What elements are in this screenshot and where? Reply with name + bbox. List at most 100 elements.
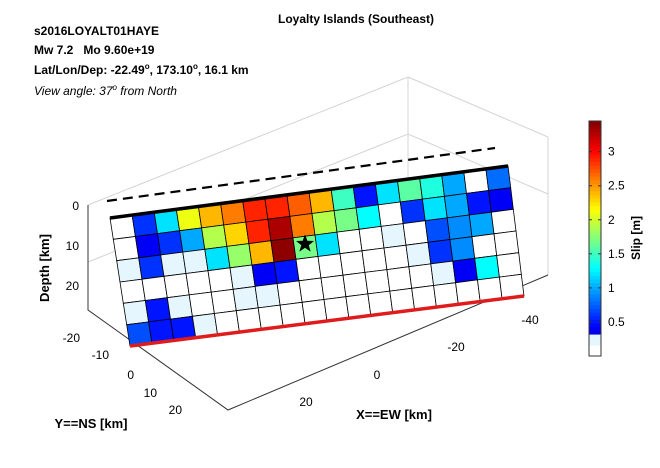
x-tick-label: -40	[521, 313, 539, 327]
loc-lat: Lat/Lon/Dep: -22.49	[34, 63, 145, 77]
mo-value: Mo 9.60e+19	[83, 43, 155, 57]
slip-cell	[452, 257, 478, 284]
z-tick-label: 0	[72, 199, 79, 213]
slip-cell	[157, 230, 184, 256]
event-id: s2016LOYALT01HAYE	[34, 24, 159, 38]
slip-cell	[496, 252, 522, 278]
colorbar-frame	[588, 120, 602, 357]
slip-cell	[138, 254, 165, 280]
slip-cell	[466, 190, 492, 216]
slip-cell	[116, 257, 143, 283]
slip-cell	[364, 269, 391, 295]
colorbar-tick-label: 0.5	[608, 315, 625, 329]
degree-sign: o	[112, 83, 117, 92]
slip-cell	[342, 271, 369, 298]
slip-cell	[449, 236, 476, 262]
slip-cell	[421, 195, 448, 222]
slip-cell	[245, 218, 272, 245]
axis-ticks: 0 10 20 -20 -10 0 10 20 -40 -20 0 20	[63, 199, 539, 417]
slip-cell	[119, 278, 146, 304]
slip-cell	[251, 261, 278, 287]
fault-top-edge	[109, 164, 509, 220]
z-tick-label: 20	[66, 279, 80, 293]
slip-cell	[267, 215, 294, 242]
slip-cell	[383, 244, 410, 271]
y-tick-label: -10	[92, 348, 110, 362]
slip-cell	[443, 192, 470, 219]
z-tick-label: 10	[66, 239, 80, 253]
degree-sign: o	[144, 62, 150, 71]
fault-bottom-edge	[129, 294, 525, 348]
x-axis-label: X==EW [km]	[356, 407, 432, 422]
slip-cell	[201, 224, 228, 250]
slip-cell	[188, 291, 215, 317]
location-line: Lat/Lon/Dep: -22.49o, 173.10o, 16.1 km	[34, 62, 249, 77]
slip-cell	[488, 187, 514, 213]
y-tick-label: 10	[144, 386, 158, 400]
slip-cell	[358, 225, 385, 252]
slip-cell	[179, 227, 206, 253]
colorbar-tick-label: 3	[608, 145, 615, 159]
slip-cell	[160, 251, 187, 277]
surface-trace	[106, 146, 496, 203]
slip-cell	[270, 237, 297, 263]
hypocenter-icon	[295, 234, 315, 252]
slip-cell	[490, 208, 517, 235]
slip-cell	[339, 250, 366, 276]
x-tick-label: 20	[299, 395, 313, 409]
slip-cell	[229, 264, 256, 290]
slip-cell	[314, 231, 341, 257]
slip-cell	[377, 201, 404, 227]
slip-cell	[471, 233, 498, 259]
mw-value: Mw 7.2	[34, 43, 74, 57]
slip-cell	[333, 207, 360, 233]
slip-cell	[320, 274, 347, 300]
slip-cell	[493, 230, 520, 256]
slip-cell	[424, 217, 451, 243]
colorbar-tick-label: 2	[608, 213, 615, 227]
y-tick-label: -20	[63, 331, 81, 345]
z-axis-label: Depth [km]	[37, 234, 52, 302]
slip-cell	[276, 280, 303, 306]
slip-cell	[122, 300, 150, 326]
y-tick-label: 20	[169, 403, 183, 417]
slip-cell	[134, 233, 162, 259]
loc-depth: , 16.1 km	[197, 63, 249, 77]
slip-cell	[427, 239, 454, 265]
hypocenter-star	[295, 234, 315, 252]
view-angle-text: View angle: 37	[34, 84, 113, 98]
loc-lon: , 173.10	[149, 63, 193, 77]
x-tick-label: -20	[447, 340, 465, 354]
slip-cell	[226, 243, 253, 269]
slip-cell	[112, 236, 140, 262]
slip-cell	[298, 277, 325, 303]
slip-cell	[380, 223, 407, 249]
x-tick-label: 0	[374, 368, 381, 382]
slip-cell	[141, 275, 168, 301]
slip-cell	[317, 253, 344, 279]
colorbar-tick-label: 1.5	[608, 247, 625, 261]
slip-cell	[386, 266, 413, 292]
fault-edges	[106, 146, 525, 348]
colorbar: 0.5 1 1.5 2 2.5 3	[588, 120, 625, 357]
slip-cell	[336, 228, 363, 255]
slip-cell	[144, 297, 171, 323]
slip-cell	[468, 211, 495, 238]
slip-cell	[430, 260, 457, 286]
slip-cell	[185, 270, 212, 296]
slip-cell	[248, 240, 275, 266]
y-tick-label: 0	[127, 368, 134, 382]
slip-cell	[254, 283, 281, 309]
slip-cell	[232, 285, 259, 312]
slip-cell	[273, 258, 300, 285]
slip-cell	[408, 263, 435, 289]
slip-cell	[399, 198, 426, 225]
slip-cell	[446, 214, 473, 240]
y-axis-label: Y==NS [km]	[55, 416, 128, 431]
slip-cell	[204, 245, 231, 272]
view-angle-suffix: from North	[116, 84, 177, 98]
magnitude-line: Mw 7.2 Mo 9.60e+19	[34, 43, 154, 57]
slip-cell	[166, 294, 193, 320]
slip-cell	[355, 204, 382, 230]
